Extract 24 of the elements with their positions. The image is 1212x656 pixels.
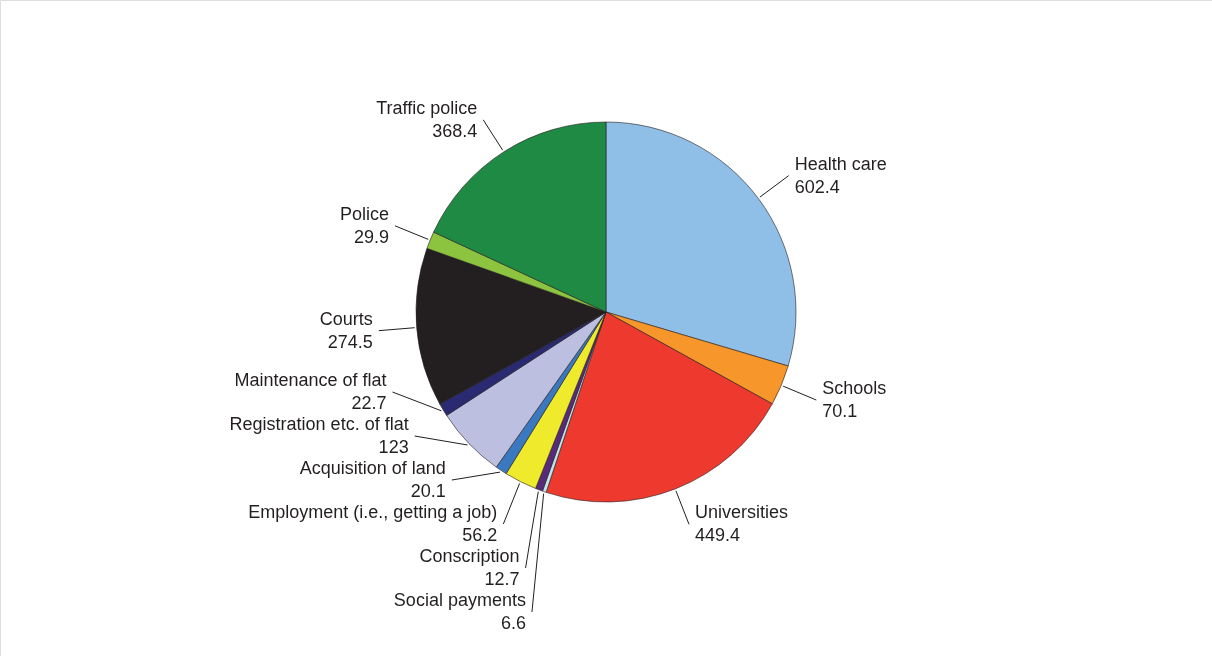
data-label: 12.7 [484, 569, 520, 589]
data-label: 56.2 [462, 525, 498, 545]
slice-label: Police [339, 203, 389, 224]
slice-label: Traffic police [376, 97, 478, 118]
data-label: 123 [378, 437, 409, 457]
slice-label: Acquisition of land [299, 458, 446, 478]
data-label: 368.4 [432, 120, 478, 141]
data-label: 20.1 [410, 481, 446, 501]
data-label: 29.9 [353, 226, 389, 247]
data-label: 70.1 [822, 401, 858, 422]
slice-label: Schools [822, 378, 887, 399]
slice-label: Maintenance of flat [234, 370, 387, 390]
slice-label: Conscription [419, 546, 520, 566]
slice-label: Registration etc. of flat [229, 414, 409, 434]
data-label: 449.4 [695, 525, 741, 546]
slice-label: Employment (i.e., getting a job) [248, 502, 498, 522]
slice-label: Universities [695, 502, 789, 523]
data-label: 274.5 [327, 331, 373, 352]
slice-label: Health care [794, 153, 887, 174]
data-label: 22.7 [351, 393, 387, 413]
data-label: 6.6 [500, 613, 526, 633]
slice-label: Courts [319, 308, 373, 329]
data-label: 602.4 [794, 176, 840, 197]
slice-label: Social payments [393, 590, 526, 610]
